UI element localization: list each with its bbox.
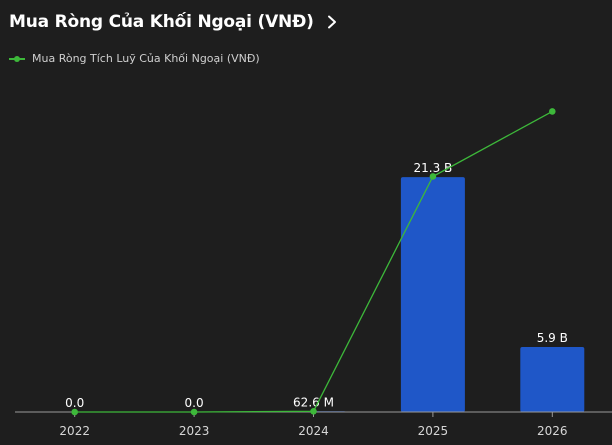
chart-legend[interactable]: Mua Ròng Tích Luỹ Của Khối Ngoại (VNĐ)	[9, 52, 260, 65]
cumulative-point-2026	[549, 108, 556, 115]
chevron-right-icon[interactable]	[324, 14, 340, 30]
legend-label: Mua Ròng Tích Luỹ Của Khối Ngoại (VNĐ)	[32, 52, 260, 65]
chart-title: Mua Ròng Của Khối Ngoại (VNĐ)	[9, 12, 314, 32]
bar-value-label-2023: 0.0	[185, 396, 204, 410]
cumulative-point-2022	[71, 408, 78, 416]
x-tick-label-2025: 2025	[418, 424, 449, 438]
x-tick-label-2022: 2022	[59, 424, 90, 438]
cumulative-point-2025	[429, 173, 437, 180]
bar-value-label-2024: 62.6 M	[293, 395, 334, 409]
bar-2025	[400, 177, 465, 412]
x-tick-label-2026: 2026	[537, 424, 568, 438]
x-tick-label-2023: 2023	[179, 424, 210, 438]
cumulative-point-2024	[310, 408, 317, 415]
chart-header: Mua Ròng Của Khối Ngoại (VNĐ)	[9, 8, 340, 36]
cumulative-line	[74, 110, 553, 413]
bar-2026	[520, 346, 585, 412]
bar-value-label-2025: 21.3 B	[414, 161, 453, 175]
chevron-right-icon-glyph	[327, 15, 336, 29]
bar-value-label-2022: 0.0	[65, 396, 84, 410]
bar-value-label-2026: 5.9 B	[537, 331, 568, 345]
cumulative-point-2023	[190, 408, 198, 416]
x-tick-label-2024: 2024	[298, 424, 329, 438]
legend-line-swatch	[9, 54, 25, 64]
